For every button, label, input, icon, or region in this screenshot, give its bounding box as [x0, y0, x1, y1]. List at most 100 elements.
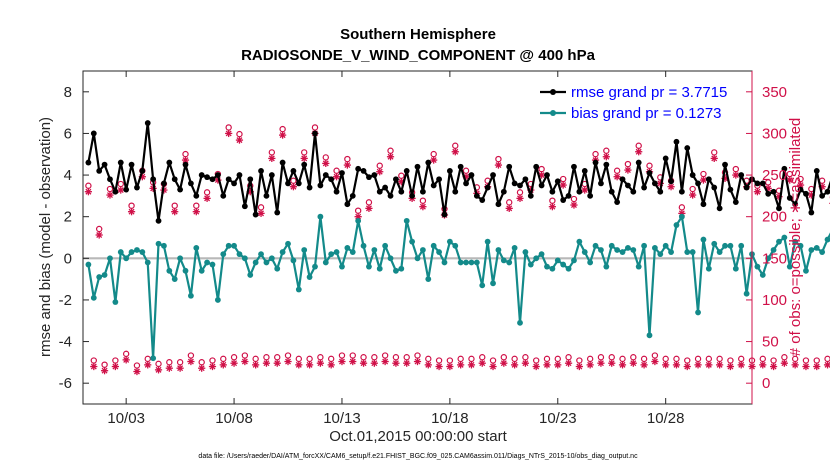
bias-point: [765, 255, 772, 262]
bias-point: [689, 249, 696, 255]
rmse-point: [630, 188, 637, 195]
rmse-point: [161, 180, 167, 187]
rmse-point: [743, 184, 750, 191]
bias-line: [87, 215, 830, 360]
obs-possible-point: [770, 357, 777, 364]
obs-assimilated-point: [786, 176, 794, 184]
obs-assimilated-point: [586, 361, 594, 369]
bias-point: [684, 249, 691, 255]
asterisk-stroke: [204, 195, 211, 202]
rmse-point: [279, 159, 286, 166]
bias-point: [457, 259, 464, 266]
bias-point: [511, 245, 518, 251]
rmse-point: [495, 201, 502, 208]
bias-point: [479, 282, 486, 289]
asterisk-stroke: [155, 366, 162, 373]
asterisk-stroke: [209, 363, 216, 370]
obs-assimilated-point: [618, 361, 627, 369]
rmse-point: [225, 176, 232, 183]
rmse-point: [231, 180, 237, 187]
bias-point: [312, 263, 318, 270]
rmse-point: [123, 186, 130, 193]
asterisk-stroke: [90, 363, 97, 370]
rmse-point: [258, 168, 264, 174]
rmse-point: [619, 176, 626, 183]
y-right-tick-label: 300: [762, 125, 787, 142]
rmse-point: [651, 180, 658, 187]
rmse-point: [446, 168, 453, 174]
bias-point: [538, 251, 545, 258]
rmse-point: [403, 168, 410, 174]
asterisk-stroke: [500, 360, 507, 367]
rmse-point: [581, 168, 588, 174]
asterisk-stroke: [295, 361, 302, 368]
asterisk-stroke: [106, 192, 113, 199]
rmse-point: [101, 161, 108, 168]
bias-point: [236, 251, 243, 258]
rmse-point: [463, 180, 469, 187]
bias-point: [85, 261, 92, 268]
rmse-point: [198, 172, 205, 178]
rmse-point: [695, 180, 701, 187]
bias-point: [651, 245, 658, 251]
y-right-tick-label: 200: [762, 209, 787, 226]
y-tick-label: -6: [59, 375, 72, 392]
obs-assimilated-point: [295, 361, 303, 369]
bias-point: [786, 263, 793, 270]
series-rmse: [85, 120, 830, 224]
rmse-point: [409, 192, 416, 199]
rmse-point: [85, 159, 92, 166]
bias-point: [517, 319, 523, 326]
obs-assimilated-point: [564, 359, 573, 367]
obs-assimilated-point: [349, 357, 357, 366]
obs-assimilated-point: [570, 201, 578, 209]
bias-point: [571, 257, 577, 264]
obs-assimilated-point: [230, 359, 238, 367]
rmse-point: [592, 159, 599, 166]
asterisk-stroke: [797, 182, 804, 189]
asterisk-stroke: [614, 173, 621, 180]
y-axis-label: rmse and bias (model - observation): [37, 117, 54, 357]
rmse-point: [473, 192, 480, 199]
bias-point: [797, 242, 804, 249]
rmse-point: [171, 176, 178, 183]
obs-assimilated-point: [662, 361, 670, 369]
bias-point: [808, 247, 815, 253]
rmse-point: [306, 184, 313, 191]
rmse-point: [252, 211, 259, 218]
bias-point: [339, 263, 345, 270]
asterisk-stroke: [813, 363, 820, 370]
bias-point: [625, 245, 631, 251]
rmse-point: [657, 188, 664, 195]
asterisk-stroke: [236, 137, 243, 144]
rmse-point: [484, 184, 491, 191]
rmse-point: [128, 161, 135, 168]
rmse-point: [285, 180, 291, 187]
bias-point: [781, 234, 788, 241]
bias-point: [252, 259, 259, 266]
rmse-point: [387, 192, 394, 199]
obs-assimilated-point: [327, 361, 335, 369]
asterisk-stroke: [581, 187, 588, 194]
rmse-point: [214, 172, 221, 178]
rmse-point: [587, 192, 594, 199]
asterisk-stroke: [517, 195, 523, 202]
bias-point: [576, 238, 583, 245]
rmse-point: [468, 172, 475, 178]
bias-point: [128, 249, 135, 255]
bias-point: [436, 249, 442, 255]
obs-assimilated-point: [791, 361, 799, 369]
rmse-point: [441, 211, 448, 218]
rmse-point: [274, 209, 281, 216]
bias-point: [419, 247, 426, 253]
bias-point: [619, 249, 626, 255]
bias-point: [274, 265, 281, 272]
obs-assimilated-point: [127, 208, 136, 216]
obs-assimilated-point: [154, 366, 163, 374]
asterisk-stroke: [711, 155, 718, 162]
obs-assimilated-point: [694, 361, 702, 369]
asterisk-stroke: [662, 361, 669, 368]
asterisk-stroke: [182, 157, 189, 164]
